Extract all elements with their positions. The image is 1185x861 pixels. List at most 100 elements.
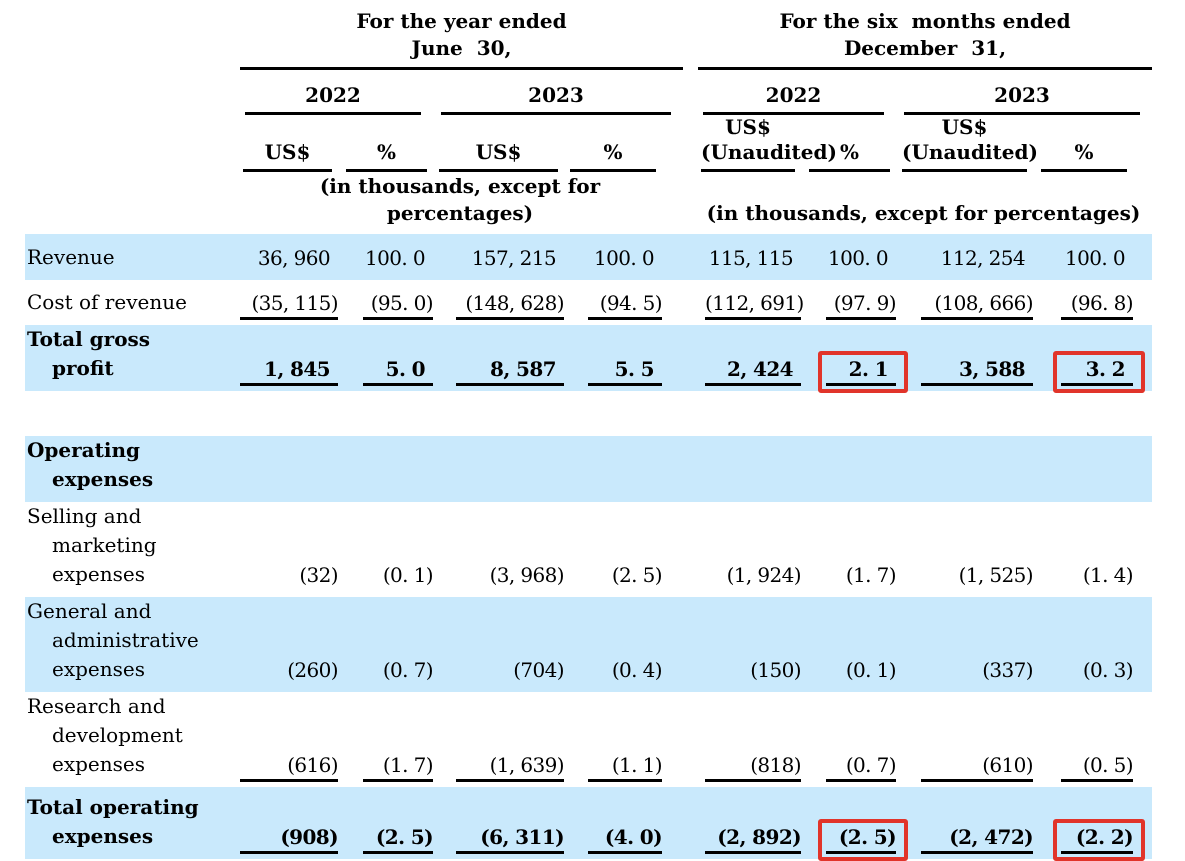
value-cell: 36, 960 <box>237 234 340 280</box>
value-cell <box>803 436 896 502</box>
value-cell: 157, 215 <box>433 234 564 280</box>
group-gap <box>683 115 695 172</box>
cell-value: (97. 9) <box>826 291 897 320</box>
value-cell: (1, 639) <box>433 692 565 787</box>
cell-value: (2, 892) <box>705 825 802 854</box>
cell-value: (1. 4) <box>1082 563 1134 587</box>
value-cell: (616) <box>237 692 340 787</box>
value-cell: (704) <box>433 597 565 692</box>
row-operating-expenses: Operating expenses <box>25 436 1152 502</box>
cell-value: (0. 7) <box>826 753 897 782</box>
value-cell <box>896 391 1035 436</box>
cell-value: (337) <box>982 658 1033 682</box>
row-label: Operating expenses <box>25 436 237 502</box>
group-gap <box>683 172 695 234</box>
cell-value: (1, 924) <box>726 563 802 587</box>
value-cell <box>695 391 803 436</box>
col-header-usd-fy2023: US$ <box>439 140 558 172</box>
value-cell <box>237 436 340 502</box>
cell-value: 100. 0 <box>593 246 655 270</box>
cell-value: 3, 588 <box>921 357 1033 386</box>
value-cell: 100. 0 <box>340 234 433 280</box>
cell-value: (1, 525) <box>958 563 1034 587</box>
value-cell: (1, 924) <box>695 502 803 597</box>
period-group-six-months-title: For the six months ended December 31, <box>698 8 1152 70</box>
value-cell: (1. 7) <box>803 502 897 597</box>
group-gap <box>683 8 695 70</box>
cell-value: (1. 7) <box>363 753 434 782</box>
cell-value: (32) <box>299 563 338 587</box>
highlighted-cell-value: (2. 5) <box>818 819 908 861</box>
unit-note-year-ended: (in thousands, except for percentages) <box>319 174 601 225</box>
cell-value: 100. 0 <box>1064 246 1126 270</box>
cell-value: (94. 5) <box>588 291 663 320</box>
cell-value: (0. 1) <box>845 658 897 682</box>
value-cell: (2. 5) <box>340 787 434 859</box>
value-cell <box>237 391 340 436</box>
value-cell: (0. 5) <box>1035 692 1152 787</box>
value-cell: 112, 254 <box>896 234 1035 280</box>
cell-value: (95. 0) <box>363 291 434 320</box>
cell-value: 5. 5 <box>588 357 662 386</box>
col-header-pct-fy2022: % <box>346 140 427 172</box>
header-unit-row: US$ % US$ % US$ (Unaudited) % US$ (Unaud… <box>25 115 1152 172</box>
value-cell: (908) <box>237 787 340 859</box>
value-cell: (0. 3) <box>1035 597 1152 692</box>
header-note-row: (in thousands, except for percentages) (… <box>25 172 1152 234</box>
col-header-usd-6m2023: US$ (Unaudited) <box>902 115 1038 172</box>
cell-value: (0. 1) <box>382 563 434 587</box>
value-cell <box>896 436 1035 502</box>
year-label-fy2022: 2022 <box>245 82 421 115</box>
cell-value: (0. 7) <box>382 658 434 682</box>
row-label: Total gross profit <box>25 325 237 391</box>
cell-value: (4. 0) <box>588 825 663 854</box>
value-cell: (94. 5) <box>564 280 683 325</box>
group-gap <box>683 692 695 787</box>
value-cell: 100. 0 <box>1035 234 1152 280</box>
financial-table: For the year ended June 30, For the six … <box>25 8 1152 861</box>
header-empty-cell <box>25 70 237 115</box>
value-cell: (1, 525) <box>896 502 1035 597</box>
header-empty-cell <box>25 115 237 172</box>
value-cell: (148, 628) <box>433 280 565 325</box>
value-cell <box>564 436 683 502</box>
row-label: Cost of revenue <box>27 290 187 314</box>
row-label <box>25 391 237 436</box>
value-cell: (0. 4) <box>564 597 683 692</box>
group-gap <box>683 391 695 436</box>
value-cell: (0. 1) <box>340 502 434 597</box>
col-header-usd-fy2022: US$ <box>243 140 332 172</box>
value-cell: 100. 0 <box>564 234 683 280</box>
value-cell: (337) <box>896 597 1035 692</box>
value-cell <box>1035 436 1152 502</box>
cell-value: (3, 968) <box>489 563 565 587</box>
cell-value: (2, 472) <box>921 825 1034 854</box>
group-gap <box>683 325 695 391</box>
row-label: General and administrative expenses <box>25 597 237 692</box>
cell-value: 115, 115 <box>708 246 794 270</box>
group-gap <box>683 436 695 502</box>
unit-note-six-months: (in thousands, except for percentages) <box>706 201 1141 225</box>
cell-value: (0. 3) <box>1082 658 1134 682</box>
cell-value: (108, 666) <box>921 291 1034 320</box>
cell-value: (1. 7) <box>845 563 897 587</box>
cell-value: (6, 311) <box>456 825 565 854</box>
highlighted-cell-value: 2. 1 <box>818 351 908 393</box>
value-cell <box>695 436 803 502</box>
group-gap <box>683 502 695 597</box>
header-empty-cell <box>25 172 237 234</box>
year-label-6m2022: 2022 <box>703 82 884 115</box>
value-cell: 1, 845 <box>237 325 340 391</box>
cell-value: 112, 254 <box>940 246 1026 270</box>
cell-value: 36, 960 <box>257 246 331 270</box>
value-cell: (2, 472) <box>896 787 1035 859</box>
row-label: Total operating expenses <box>25 787 237 859</box>
value-cell: (112, 691) <box>695 280 804 325</box>
col-header-pct-fy2023: % <box>570 140 656 172</box>
cell-value: (150) <box>750 658 801 682</box>
group-gap <box>683 70 695 115</box>
value-cell <box>803 391 896 436</box>
cell-value: (112, 691) <box>705 291 804 320</box>
row-label: Research and development expenses <box>27 694 183 776</box>
value-cell <box>433 391 564 436</box>
